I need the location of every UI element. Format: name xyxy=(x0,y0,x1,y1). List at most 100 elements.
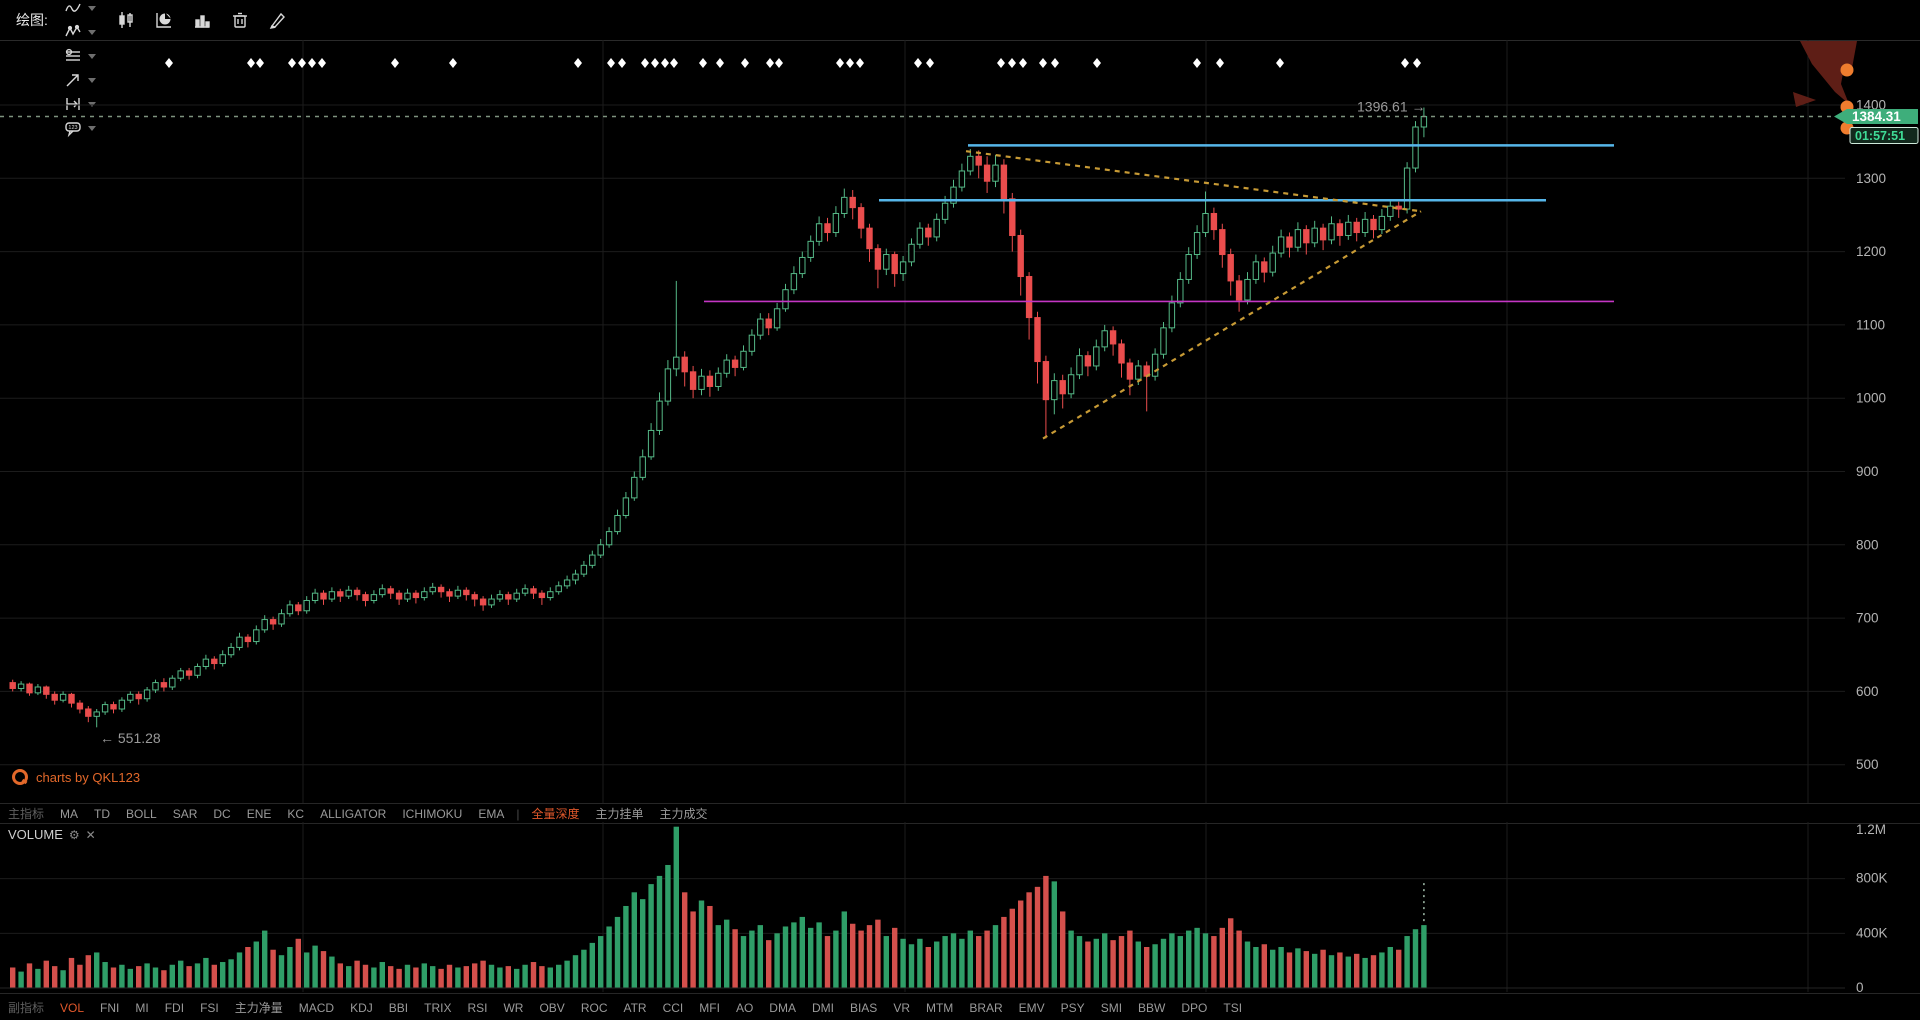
brush-drawing xyxy=(1800,41,1857,104)
subindicator-tab-tsi[interactable]: TSI xyxy=(1223,1000,1243,1015)
subindicator-tab-mi[interactable]: MI xyxy=(135,1000,149,1015)
subindicator-tab-emv[interactable]: EMV xyxy=(1018,1000,1045,1015)
volume-settings-icon[interactable]: ⚙ xyxy=(68,827,80,842)
wave-tool-icon xyxy=(65,3,81,12)
pattern-tool-icon xyxy=(65,24,81,37)
subindicator-tab-macd[interactable]: MACD xyxy=(298,1000,335,1015)
branding-text: charts by QKL123 xyxy=(36,769,141,785)
subindicator-tab-bbw[interactable]: BBW xyxy=(1138,1000,1166,1015)
volume-pane-header: VOLUME ⚙ ✕ xyxy=(8,827,96,842)
subindicator-tab-fni[interactable]: FNI xyxy=(100,1000,120,1015)
price-axis-tick: 600 xyxy=(1856,684,1879,699)
indicator-tab-kc[interactable]: KC xyxy=(287,806,305,821)
callout-tool[interactable]: 123 xyxy=(60,116,99,140)
qkl123-logo-icon xyxy=(12,769,28,785)
dropdown-caret-icon[interactable] xyxy=(87,53,96,59)
indicator-tab-sar[interactable]: SAR xyxy=(172,806,198,821)
volume-subchart[interactable]: 1.2M 800K 400K 0 xyxy=(0,822,1920,993)
sub-indicator-tabbar: 副指标 VOL FNI MI FDI FSI 主力净量 MACD KDJ BBI TRIX RSI WR… xyxy=(0,993,1920,1020)
dropdown-caret-icon[interactable] xyxy=(87,101,96,107)
indicator-tab-dc[interactable]: DC xyxy=(213,806,231,821)
brush-button-icon xyxy=(269,12,285,29)
subindicator-tab-mtm[interactable]: MTM xyxy=(925,1000,954,1015)
pie-chart-button-icon xyxy=(156,12,171,28)
indicator-tab-主力成交[interactable]: 主力成交 xyxy=(659,807,708,821)
main-indicator-tabbar: 主指标 MA TD BOLL SAR DC ENE KC ALLIGATOR ICHIMOKU EM… xyxy=(0,803,1920,824)
price-axis-tick: 1200 xyxy=(1856,244,1886,259)
subindicator-tab-ao[interactable]: AO xyxy=(735,1000,754,1015)
column-chart-button-icon xyxy=(194,15,210,28)
branding: charts by QKL123 xyxy=(12,769,140,785)
subindicator-tab-主力净量[interactable]: 主力净量 xyxy=(234,1001,283,1015)
dropdown-caret-icon[interactable] xyxy=(87,5,96,11)
pie-chart-button[interactable] xyxy=(152,8,176,32)
volume-axis-tick: 400K xyxy=(1856,925,1888,940)
indicator-tab-主力挂单[interactable]: 主力挂单 xyxy=(595,807,644,821)
subindicator-tab-fsi[interactable]: FSI xyxy=(200,1000,219,1015)
volume-axis-tick: 0 xyxy=(1856,980,1864,993)
subindicator-tab-obv[interactable]: OBV xyxy=(539,1000,565,1015)
measure-tool[interactable] xyxy=(60,92,99,116)
price-axis-tick: 1000 xyxy=(1856,391,1886,406)
dropdown-caret-icon[interactable] xyxy=(87,125,96,131)
subindicator-tab-dma[interactable]: DMA xyxy=(769,1000,796,1015)
subindicator-tab-fdi[interactable]: FDI xyxy=(164,1000,185,1015)
chart-action-buttons xyxy=(107,8,297,32)
volume-axis-tick: 1.2M xyxy=(1856,822,1886,837)
current-price-badge: 1384.31 xyxy=(1852,109,1901,124)
price-axis-tick: 1300 xyxy=(1856,171,1886,186)
subindicator-tab-trix[interactable]: TRIX xyxy=(424,1000,452,1015)
subindicator-tab-dmi[interactable]: DMI xyxy=(811,1000,834,1015)
gann-lines-tool[interactable] xyxy=(60,44,99,68)
subindicator-tab-vol[interactable]: VOL xyxy=(60,1000,85,1015)
wave-tool[interactable] xyxy=(60,0,99,20)
main-price-chart[interactable]: 1396.61 → ← 551.28 1400 1300 1200 1100 1000 900… xyxy=(0,40,1920,803)
indicator-tab-td[interactable]: TD xyxy=(94,806,111,821)
candlestick-chart-button[interactable] xyxy=(114,8,138,32)
column-chart-button[interactable] xyxy=(190,8,214,32)
subindicator-tab-rsi[interactable]: RSI xyxy=(467,1000,488,1015)
price-axis-tick: 1100 xyxy=(1856,317,1885,332)
subindicator-tab-brar[interactable]: BRAR xyxy=(969,1000,1003,1015)
subindicator-tab-vr[interactable]: VR xyxy=(893,1000,910,1015)
price-axis-tick: 800 xyxy=(1856,537,1879,552)
price-axis-tick: 900 xyxy=(1856,464,1879,479)
candlestick-chart-button-icon xyxy=(119,12,133,28)
indicator-tab-全量深度[interactable]: 全量深度 xyxy=(531,807,580,821)
subindicator-tab-dpo[interactable]: DPO xyxy=(1181,1000,1208,1015)
indicator-tab-alligator[interactable]: ALLIGATOR xyxy=(320,806,387,821)
subindicator-tab-smi[interactable]: SMI xyxy=(1100,1000,1123,1015)
dropdown-caret-icon[interactable] xyxy=(87,29,96,35)
indicator-tab-ma[interactable]: MA xyxy=(60,806,79,821)
arrow-tool[interactable] xyxy=(60,68,99,92)
low-price-marker: ← 551.28 xyxy=(100,730,161,746)
measure-tool-icon xyxy=(66,98,80,110)
dropdown-caret-icon[interactable] xyxy=(87,77,96,83)
subindicator-tab-atr[interactable]: ATR xyxy=(623,1000,647,1015)
brush-button[interactable] xyxy=(266,8,290,32)
subindicator-tab-roc[interactable]: ROC xyxy=(580,1000,608,1015)
drawing-toolbar: 绘图: 123 xyxy=(0,0,1920,138)
pattern-tool[interactable] xyxy=(60,20,99,44)
subindicator-group-label[interactable]: 副指标 xyxy=(8,1001,45,1015)
indicator-group-label[interactable]: 主指标 xyxy=(8,807,45,821)
volume-pane-title: VOLUME xyxy=(8,827,63,842)
subindicator-tab-cci[interactable]: CCI xyxy=(662,1000,684,1015)
delete-drawing-button[interactable] xyxy=(228,8,252,32)
subindicator-tab-psy[interactable]: PSY xyxy=(1060,1000,1085,1015)
candle-countdown-timer: 01:57:51 xyxy=(1855,129,1905,143)
subindicator-tab-mfi[interactable]: MFI xyxy=(699,1000,720,1015)
indicator-tab-ene[interactable]: ENE xyxy=(246,806,272,821)
indicator-tab-ichimoku[interactable]: ICHIMOKU xyxy=(402,806,463,821)
indicator-tab-ema[interactable]: EMA xyxy=(478,806,505,821)
price-axis-tick: 700 xyxy=(1856,611,1879,626)
tabbar-divider: | xyxy=(516,806,520,821)
volume-close-icon[interactable]: ✕ xyxy=(85,827,96,842)
subindicator-tab-kdj[interactable]: KDJ xyxy=(350,1000,373,1015)
indicator-tab-boll[interactable]: BOLL xyxy=(126,806,157,821)
subindicator-tab-bbi[interactable]: BBI xyxy=(388,1000,409,1015)
price-axis-tick: 500 xyxy=(1856,757,1879,772)
subindicator-tab-bias[interactable]: BIAS xyxy=(849,1000,878,1015)
subindicator-tab-wr[interactable]: WR xyxy=(503,1000,524,1015)
